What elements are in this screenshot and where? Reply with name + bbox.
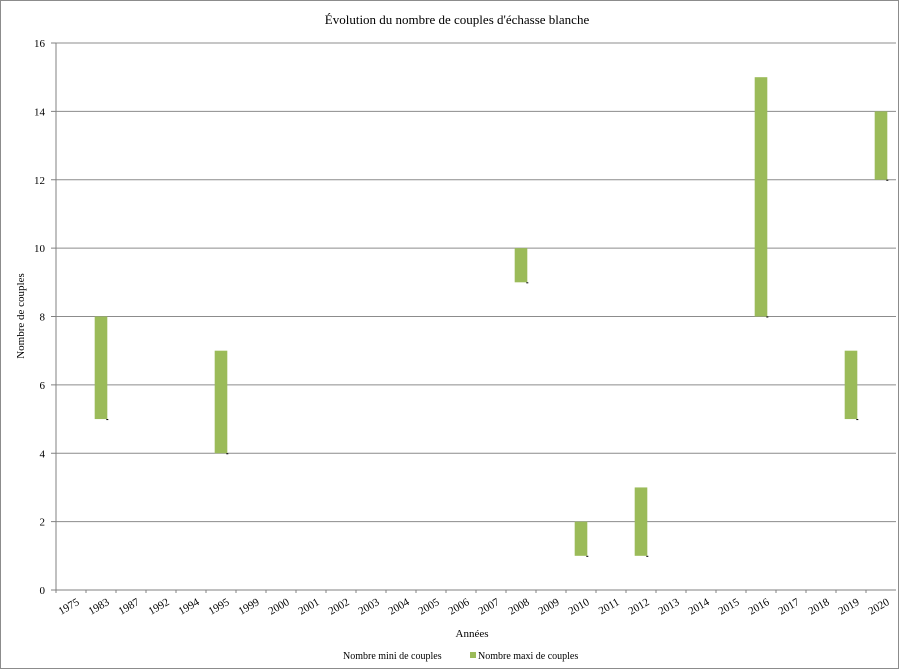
y-tick-label: 8 — [40, 312, 46, 324]
x-tick-label: 2008 — [506, 596, 531, 618]
x-tick-label: 2002 — [326, 596, 351, 617]
bar-range-1983 — [94, 316, 108, 420]
x-tick-label: 2017 — [776, 596, 801, 618]
bar-min-marker — [586, 555, 589, 557]
x-tick-label: 1999 — [236, 596, 261, 618]
legend: Nombre mini de couples Nombre maxi de cou… — [343, 651, 578, 662]
bar-min-marker — [646, 555, 649, 557]
x-tick-label: 2014 — [686, 596, 711, 618]
gridlines — [51, 42, 896, 591]
x-tick-label: 1995 — [206, 596, 231, 618]
x-tick-label: 2020 — [866, 596, 891, 618]
bar-min-marker — [856, 419, 859, 421]
x-tick-label: 1983 — [86, 596, 111, 618]
x-tick-label: 2012 — [626, 596, 651, 617]
x-axis-label: Années — [456, 628, 489, 640]
bar-min-marker — [106, 419, 109, 421]
y-tick-label: 14 — [34, 106, 46, 118]
x-tick-label: 2006 — [446, 596, 471, 618]
y-tick-label: 4 — [40, 448, 46, 460]
y-axis-label: Nombre de couples — [15, 273, 27, 359]
x-tick-label: 2016 — [746, 596, 771, 618]
x-tick-label: 2001 — [296, 596, 321, 617]
y-tick-labels: 0 2 4 6 8 10 12 14 16 — [34, 38, 46, 597]
bar-min-marker — [766, 316, 769, 318]
chart-title: Évolution du nombre de couples d'échasse… — [325, 12, 590, 27]
bar-range-2010 — [574, 521, 588, 556]
bar-min-marker — [886, 179, 889, 181]
legend-swatch-maxi — [470, 652, 476, 658]
x-tick-label: 2000 — [266, 596, 291, 618]
x-tick-label: 1992 — [146, 596, 171, 617]
bar-range-1995 — [214, 350, 228, 454]
x-tick-label: 2019 — [836, 596, 861, 618]
bar-range-2020 — [874, 111, 888, 180]
legend-label-maxi: Nombre maxi de couples — [478, 651, 578, 662]
x-tick-label: 1975 — [56, 596, 81, 618]
bar-min-marker — [526, 282, 529, 284]
x-tick-label: 2011 — [597, 596, 622, 617]
x-tick-label: 2003 — [356, 596, 381, 618]
x-tick-label: 2004 — [386, 596, 411, 618]
x-tick-label: 2005 — [416, 596, 441, 618]
bar-range-2008 — [514, 248, 528, 283]
y-tick-label: 16 — [34, 38, 46, 50]
x-axis: 1975 1983 1987 1992 1994 1995 1999 2000 2001 2002… — [55, 590, 892, 618]
x-tick-label: 2018 — [806, 596, 831, 618]
x-tick-label: 2013 — [656, 596, 681, 618]
bar-range-2012 — [634, 487, 648, 556]
x-tick-label: 2009 — [536, 596, 561, 618]
y-tick-label: 12 — [34, 175, 45, 187]
y-tick-label: 0 — [40, 585, 46, 597]
bar-range-2019 — [844, 350, 858, 420]
x-tick-label: 2010 — [566, 596, 591, 618]
bar-min-marker — [226, 453, 229, 455]
y-tick-label: 6 — [40, 380, 46, 392]
x-tick-label: 2007 — [476, 596, 501, 618]
legend-label-mini: Nombre mini de couples — [343, 651, 442, 662]
bar-range-2016 — [754, 77, 768, 317]
y-tick-label: 10 — [34, 243, 46, 255]
x-tick-label: 1994 — [176, 596, 201, 618]
y-tick-label: 2 — [40, 517, 46, 529]
bars — [94, 77, 889, 557]
x-tick-label: 1987 — [116, 596, 141, 618]
x-tick-label: 2015 — [716, 596, 741, 618]
